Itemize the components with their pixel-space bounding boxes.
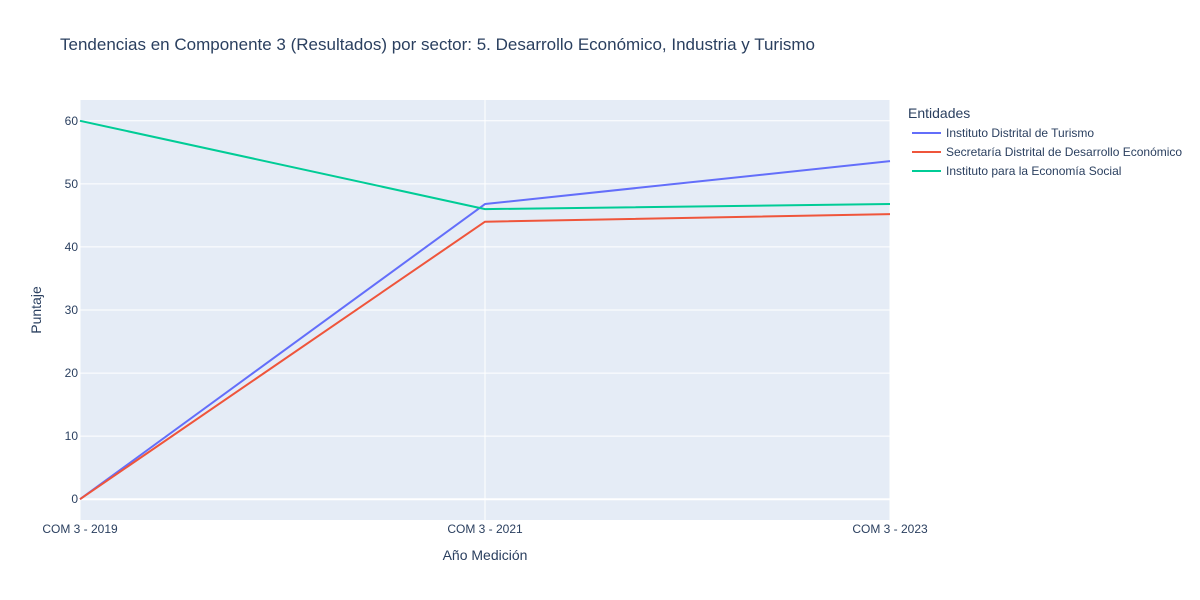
y-tick-label: 10 <box>65 429 79 443</box>
series-line-3[interactable] <box>79 119 891 211</box>
series-layer <box>79 119 891 501</box>
y-tick-label: 50 <box>65 177 79 191</box>
x-axis-title: Año Medición <box>443 547 528 563</box>
y-tick-label: 0 <box>71 492 78 506</box>
legend-title[interactable]: Entidades <box>908 105 970 121</box>
series-line-2[interactable] <box>79 213 891 501</box>
legend-label: Instituto para la Economía Social <box>946 164 1121 178</box>
series-line-1[interactable] <box>79 160 891 500</box>
chart-title: Tendencias en Componente 3 (Resultados) … <box>60 35 815 54</box>
y-tick-label: 40 <box>65 240 79 254</box>
y-tick-label: 30 <box>65 303 79 317</box>
y-tick-label: 20 <box>65 366 79 380</box>
x-tick-label: COM 3 - 2021 <box>447 522 523 536</box>
x-tick-label: COM 3 - 2019 <box>42 522 118 536</box>
legend-item[interactable]: Instituto Distrital de Turismo <box>912 126 1094 140</box>
y-axis-title: Puntaje <box>28 286 44 334</box>
legend-item[interactable]: Instituto para la Economía Social <box>912 164 1121 178</box>
legend-label: Instituto Distrital de Turismo <box>946 126 1094 140</box>
legend-label: Secretaría Distrital de Desarrollo Econó… <box>946 145 1182 159</box>
y-tick-label: 60 <box>65 114 79 128</box>
legend-item[interactable]: Secretaría Distrital de Desarrollo Econó… <box>912 145 1182 159</box>
grid-layer <box>79 100 891 520</box>
y-tick-labels: 0 10 20 30 40 50 60 <box>65 114 79 506</box>
x-tick-label: COM 3 - 2023 <box>852 522 928 536</box>
x-tick-labels: COM 3 - 2019 COM 3 - 2021 COM 3 - 2023 <box>42 522 928 536</box>
legend: Instituto Distrital de Turismo Secretaría… <box>912 126 1182 178</box>
